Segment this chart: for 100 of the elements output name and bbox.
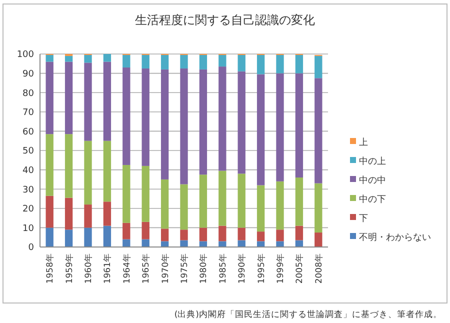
bar xyxy=(84,54,92,63)
bar xyxy=(295,54,304,74)
bar xyxy=(84,204,92,228)
bar xyxy=(64,198,73,230)
bar xyxy=(199,54,208,70)
bar xyxy=(46,54,54,62)
bar xyxy=(199,241,208,247)
y-tick-label: 60 xyxy=(22,127,34,138)
legend-label: 上 xyxy=(359,137,368,148)
y-tick-label: 10 xyxy=(22,224,34,234)
bar xyxy=(276,73,284,182)
bar xyxy=(84,62,92,141)
bar xyxy=(142,222,150,240)
bar xyxy=(276,230,284,242)
bar xyxy=(46,196,54,228)
bar xyxy=(238,228,246,240)
x-tick-label: 1990年 xyxy=(236,253,248,284)
bar xyxy=(84,228,92,247)
bar xyxy=(160,228,169,242)
bar xyxy=(142,166,150,222)
bar xyxy=(160,241,169,247)
chart-title: 生活程度に関する自己認識の変化 xyxy=(135,13,315,27)
bar xyxy=(180,240,188,247)
legend-label: 中の中 xyxy=(359,175,386,186)
bar xyxy=(314,78,322,184)
bar xyxy=(295,226,304,240)
bar xyxy=(122,68,130,165)
bar xyxy=(218,66,226,171)
bar xyxy=(64,62,73,134)
bar xyxy=(295,73,304,178)
bar xyxy=(64,56,73,62)
x-tick-label: 2005年 xyxy=(294,253,306,284)
bar xyxy=(276,181,284,230)
bar xyxy=(46,62,54,134)
bar xyxy=(122,222,130,240)
bar xyxy=(256,54,265,74)
y-tick-label: 90 xyxy=(22,69,34,80)
x-tick-label: 1995年 xyxy=(256,253,267,284)
bar xyxy=(276,54,284,74)
x-tick-label: 1975年 xyxy=(179,253,190,284)
bar xyxy=(103,202,112,226)
x-tick-label: 1999年 xyxy=(275,253,286,284)
legend-label: 中の上 xyxy=(359,156,386,168)
bar xyxy=(64,134,73,198)
bar xyxy=(314,56,322,78)
bar xyxy=(295,178,304,226)
bar xyxy=(64,230,73,247)
x-tick-label: 1970年 xyxy=(160,253,171,284)
bar xyxy=(160,69,169,180)
x-tick-label: 1961年 xyxy=(102,253,114,284)
bar xyxy=(218,54,226,67)
bar xyxy=(46,134,54,196)
bar xyxy=(103,226,112,247)
bar xyxy=(218,241,226,247)
bar xyxy=(160,54,169,70)
x-tick-label: 1960年 xyxy=(83,253,94,284)
bar xyxy=(256,241,265,247)
bar xyxy=(276,241,284,247)
y-tick-label: 20 xyxy=(22,204,34,215)
x-tick-label: 1964年 xyxy=(121,253,132,284)
bar xyxy=(103,54,112,62)
text: (出典)内閣府「国民生活に関する世論調査」に基づき、筆者作成。 xyxy=(174,309,442,320)
y-tick-label: 70 xyxy=(22,108,34,118)
y-tick-label: 50 xyxy=(22,146,34,157)
legend-label: 不明・わからない xyxy=(359,232,431,244)
bar xyxy=(199,228,208,242)
bar xyxy=(295,240,304,247)
bar xyxy=(238,174,246,228)
legend-label: 中の下 xyxy=(359,194,386,206)
x-tick-label: 1985年 xyxy=(217,253,228,284)
bar xyxy=(180,54,188,68)
bar xyxy=(122,164,130,223)
legend-label: 下 xyxy=(359,214,368,224)
bar xyxy=(238,54,246,72)
x-tick-label: 1958年 xyxy=(44,253,56,284)
bar xyxy=(238,71,246,174)
bar xyxy=(142,54,150,68)
bar xyxy=(256,185,265,232)
bar xyxy=(218,170,226,226)
bar xyxy=(238,240,246,247)
bar xyxy=(180,230,188,240)
bar xyxy=(84,140,92,205)
y-tick-label: 0 xyxy=(28,243,34,254)
bar xyxy=(256,232,265,242)
y-tick-label: 40 xyxy=(22,166,34,176)
bar xyxy=(199,69,208,175)
x-tick-label: 2008年 xyxy=(313,253,324,284)
x-tick-label: 1959年 xyxy=(64,253,75,284)
bar xyxy=(256,74,265,186)
x-tick-label: 1980年 xyxy=(198,253,210,284)
x-tick-label: 1965年 xyxy=(140,253,152,284)
bar xyxy=(180,184,188,230)
bar xyxy=(218,226,226,242)
y-tick-label: 80 xyxy=(22,88,34,99)
bar xyxy=(103,140,112,202)
bar xyxy=(160,179,169,229)
bar xyxy=(122,54,130,68)
bar xyxy=(103,62,112,141)
bar xyxy=(46,228,54,247)
bar xyxy=(142,68,150,166)
